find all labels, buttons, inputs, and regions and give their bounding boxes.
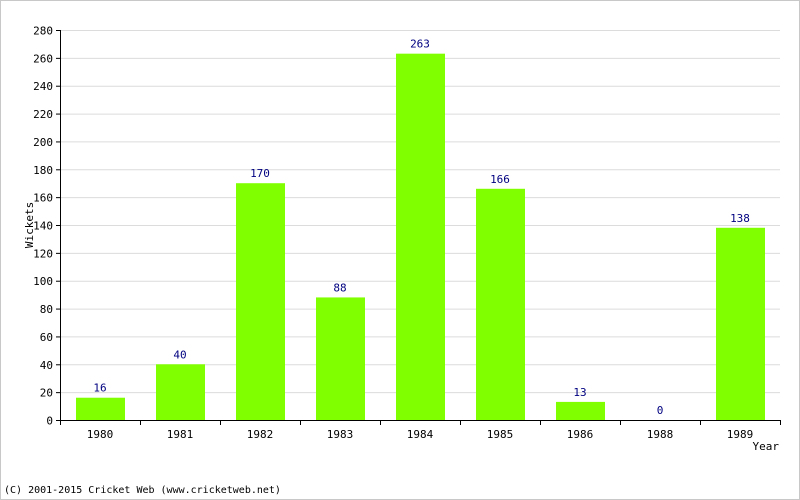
y-tick-label: 40 (40, 359, 53, 372)
x-tick-label: 1980 (87, 428, 114, 441)
bar (236, 183, 285, 420)
y-tick-label: 180 (33, 164, 53, 177)
y-tick-label: 60 (40, 331, 53, 344)
bars: 16 40 170 88 263 166 13 0 138 (76, 38, 765, 421)
x-axis-label: Year (753, 440, 780, 453)
y-tick-label: 200 (33, 136, 53, 149)
y-axis-label: Wickets (23, 202, 36, 248)
bar-value-label: 88 (333, 281, 346, 294)
bar-value-label: 138 (730, 212, 750, 225)
y-tick-label: 20 (40, 387, 53, 400)
bar (76, 397, 125, 420)
bar-value-label: 170 (250, 167, 270, 180)
bar (396, 53, 445, 421)
bar (156, 364, 205, 420)
x-tick-label: 1988 (647, 428, 674, 441)
x-tick-label: 1981 (167, 428, 194, 441)
bar (316, 297, 365, 420)
x-tick-label: 1982 (247, 428, 274, 441)
y-axis-ticks: 0 20 40 60 80 100 120 140 160 180 200 220 240 260 280 (33, 25, 60, 428)
y-tick-label: 220 (33, 108, 53, 121)
x-tick-label: 1983 (327, 428, 354, 441)
bar-value-label: 0 (657, 404, 664, 417)
y-tick-label: 120 (33, 247, 53, 260)
x-axis-ticks: 1980 1981 1982 1983 1984 1985 1986 1988 1989 (60, 420, 781, 441)
bar (476, 188, 525, 420)
x-tick-label: 1984 (407, 428, 434, 441)
y-tick-label: 240 (33, 80, 53, 93)
bar (716, 227, 765, 420)
bar (556, 401, 605, 420)
x-tick-label: 1986 (567, 428, 594, 441)
x-tick-label: 1989 (727, 428, 754, 441)
x-tick-label: 1985 (487, 428, 514, 441)
bar-value-label: 40 (173, 348, 186, 361)
y-tick-label: 0 (46, 415, 53, 428)
y-tick-label: 160 (33, 192, 53, 205)
y-tick-label: 280 (33, 25, 53, 38)
y-tick-label: 260 (33, 52, 53, 65)
bar-value-label: 16 (93, 382, 106, 395)
y-tick-label: 100 (33, 275, 53, 288)
bar-value-label: 13 (573, 386, 586, 399)
y-tick-label: 80 (40, 303, 53, 316)
bar-value-label: 166 (490, 173, 510, 186)
y-tick-label: 140 (33, 220, 53, 233)
copyright-notice: (C) 2001-2015 Cricket Web (www.cricketwe… (4, 485, 281, 496)
bar-value-label: 263 (410, 38, 430, 51)
